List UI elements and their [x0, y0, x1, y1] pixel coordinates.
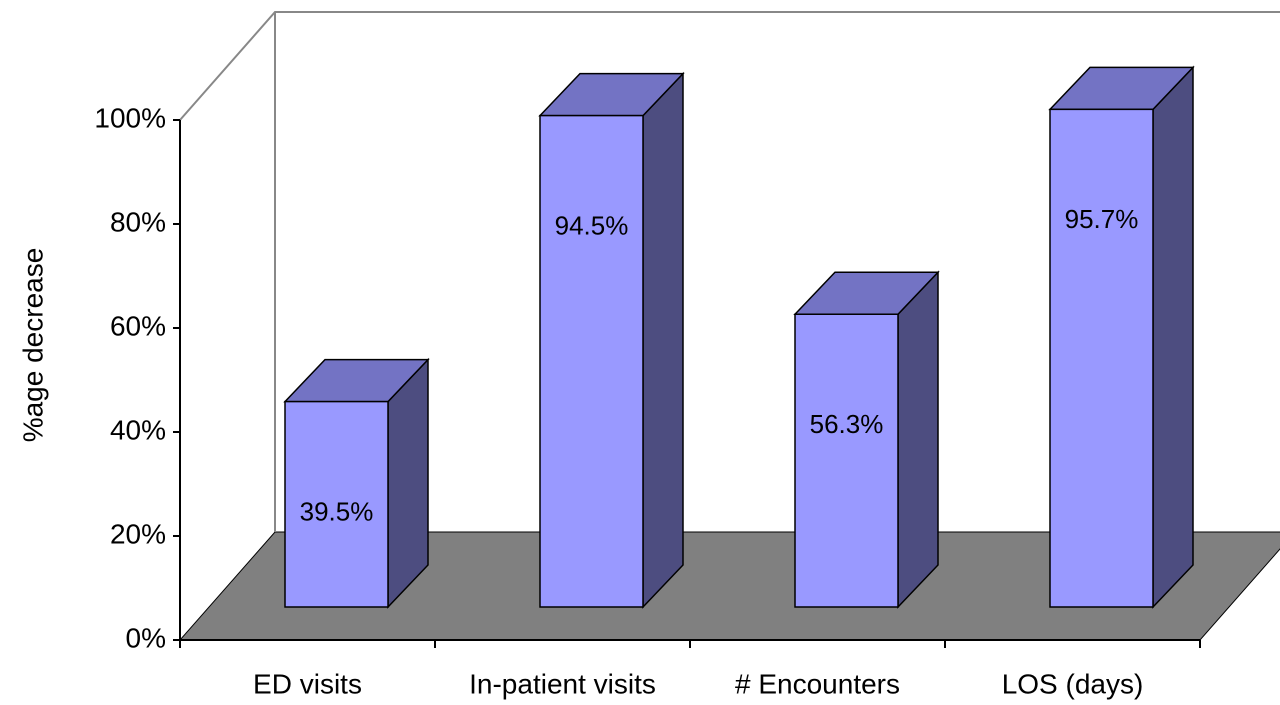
y-tick-label: 0% [126, 622, 166, 653]
data-label: 95.7% [1065, 204, 1139, 234]
data-label: 56.3% [810, 409, 884, 439]
bar [284, 400, 389, 608]
bar-side [1152, 65, 1194, 609]
bar-side [387, 357, 429, 609]
y-axis-label: %age decrease [17, 248, 48, 443]
y-tick-label: 80% [110, 206, 166, 237]
x-tick-label: ED visits [253, 668, 362, 699]
data-label: 94.5% [555, 210, 629, 240]
x-tick-label: # Encounters [735, 668, 900, 699]
bar [539, 114, 644, 608]
y-tick-label: 100% [94, 102, 166, 133]
bar [794, 313, 899, 608]
y-tick-label: 40% [110, 414, 166, 445]
y-tick-label: 20% [110, 518, 166, 549]
x-tick-label: LOS (days) [1002, 668, 1144, 699]
bar-side [897, 270, 939, 609]
bar [1049, 108, 1154, 608]
y-tick-label: 60% [110, 310, 166, 341]
data-label: 39.5% [300, 496, 374, 526]
bar-side [642, 71, 684, 609]
x-tick-label: In-patient visits [469, 668, 656, 699]
